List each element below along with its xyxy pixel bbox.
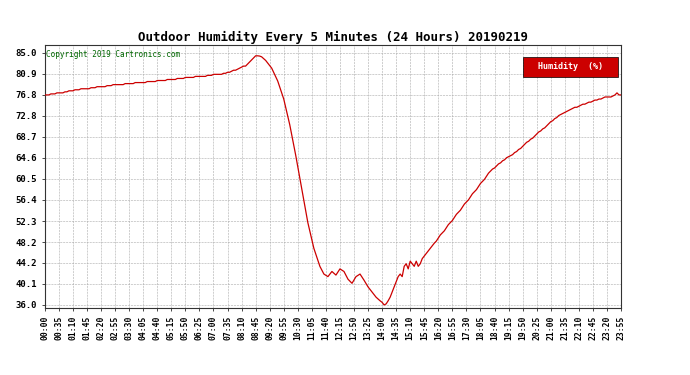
- Text: Humidity  (%): Humidity (%): [538, 62, 603, 71]
- Text: Copyright 2019 Cartronics.com: Copyright 2019 Cartronics.com: [46, 50, 180, 59]
- FancyBboxPatch shape: [523, 57, 618, 76]
- Title: Outdoor Humidity Every 5 Minutes (24 Hours) 20190219: Outdoor Humidity Every 5 Minutes (24 Hou…: [138, 31, 528, 44]
